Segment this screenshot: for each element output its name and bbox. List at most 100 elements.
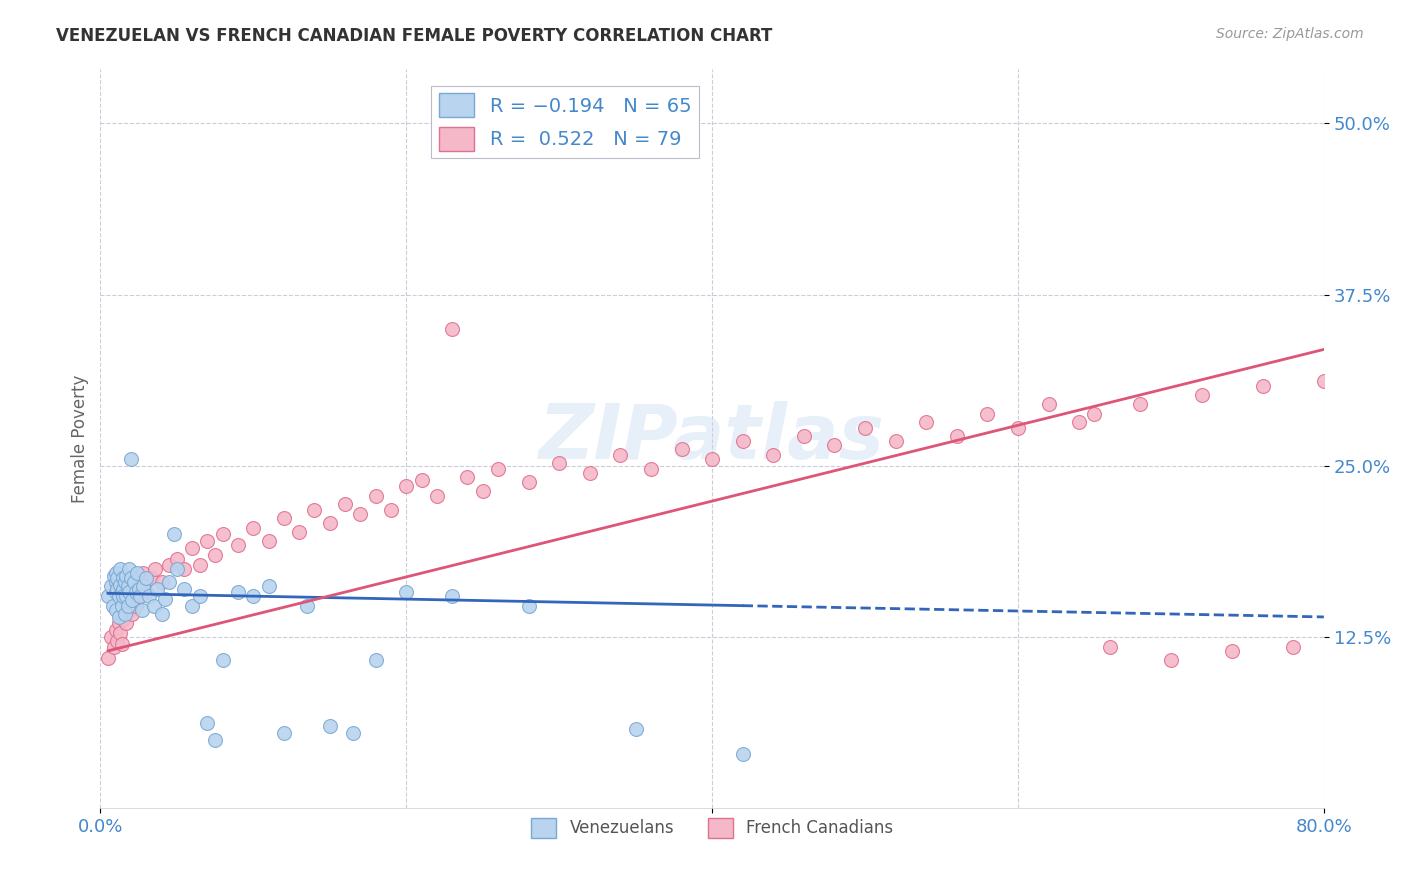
Point: [150, 607, 173, 621]
Point: [486, 461, 509, 475]
Point: [762, 448, 785, 462]
Point: [976, 407, 998, 421]
Point: [946, 428, 969, 442]
Point: [132, 566, 155, 580]
Point: [132, 579, 155, 593]
Point: [118, 585, 141, 599]
Point: [122, 575, 145, 590]
Point: [273, 511, 295, 525]
Point: [157, 575, 180, 590]
Point: [114, 575, 136, 590]
Legend: Venezuelans, French Canadians: Venezuelans, French Canadians: [524, 811, 900, 845]
Point: [288, 524, 311, 539]
Point: [1191, 387, 1213, 401]
Point: [471, 483, 494, 498]
Point: [578, 466, 600, 480]
Point: [118, 603, 141, 617]
Point: [295, 599, 318, 613]
Point: [105, 582, 128, 597]
Point: [107, 589, 129, 603]
Point: [100, 579, 122, 593]
Point: [226, 538, 249, 552]
Point: [1083, 407, 1105, 421]
Point: [441, 589, 464, 603]
Point: [700, 452, 723, 467]
Point: [153, 591, 176, 606]
Point: [411, 473, 433, 487]
Point: [319, 516, 342, 531]
Point: [120, 452, 142, 467]
Point: [395, 479, 418, 493]
Point: [548, 456, 571, 470]
Point: [97, 650, 120, 665]
Point: [121, 593, 143, 607]
Text: ZIPatlas: ZIPatlas: [538, 401, 886, 475]
Point: [124, 585, 146, 599]
Point: [211, 527, 233, 541]
Point: [257, 579, 280, 593]
Point: [380, 502, 402, 516]
Point: [441, 322, 464, 336]
Point: [342, 726, 364, 740]
Point: [157, 558, 180, 572]
Point: [107, 616, 129, 631]
Point: [111, 585, 134, 599]
Point: [107, 609, 129, 624]
Point: [1069, 415, 1091, 429]
Point: [104, 566, 127, 580]
Point: [793, 428, 815, 442]
Point: [211, 653, 233, 667]
Point: [273, 726, 295, 740]
Point: [117, 593, 139, 607]
Point: [166, 562, 188, 576]
Point: [304, 502, 326, 516]
Text: Source: ZipAtlas.com: Source: ZipAtlas.com: [1216, 27, 1364, 41]
Point: [197, 716, 219, 731]
Point: [101, 599, 124, 613]
Point: [142, 599, 165, 613]
Point: [112, 589, 135, 603]
Point: [242, 589, 264, 603]
Point: [1007, 420, 1029, 434]
Point: [115, 616, 138, 631]
Point: [173, 582, 195, 597]
Point: [145, 562, 167, 576]
Point: [188, 589, 211, 603]
Point: [884, 434, 907, 449]
Point: [364, 653, 387, 667]
Point: [115, 589, 138, 603]
Point: [257, 534, 280, 549]
Point: [226, 585, 249, 599]
Point: [349, 507, 371, 521]
Point: [640, 461, 662, 475]
Point: [111, 637, 134, 651]
Point: [117, 599, 139, 613]
Point: [124, 599, 146, 613]
Point: [204, 548, 226, 562]
Point: [128, 582, 150, 597]
Point: [319, 719, 342, 733]
Point: [364, 489, 387, 503]
Point: [125, 566, 148, 580]
Point: [1313, 374, 1336, 388]
Point: [118, 562, 141, 576]
Point: [188, 558, 211, 572]
Point: [853, 420, 876, 434]
Point: [100, 630, 122, 644]
Point: [114, 599, 136, 613]
Point: [125, 575, 148, 590]
Point: [129, 589, 152, 603]
Point: [122, 582, 145, 597]
Point: [1098, 640, 1121, 654]
Point: [112, 571, 135, 585]
Text: VENEZUELAN VS FRENCH CANADIAN FEMALE POVERTY CORRELATION CHART: VENEZUELAN VS FRENCH CANADIAN FEMALE POV…: [56, 27, 773, 45]
Point: [135, 585, 157, 599]
Point: [731, 747, 754, 761]
Y-axis label: Female Poverty: Female Poverty: [72, 375, 89, 503]
Point: [1160, 653, 1182, 667]
Point: [146, 582, 169, 597]
Point: [395, 585, 418, 599]
Point: [333, 497, 356, 511]
Point: [166, 552, 188, 566]
Point: [173, 562, 195, 576]
